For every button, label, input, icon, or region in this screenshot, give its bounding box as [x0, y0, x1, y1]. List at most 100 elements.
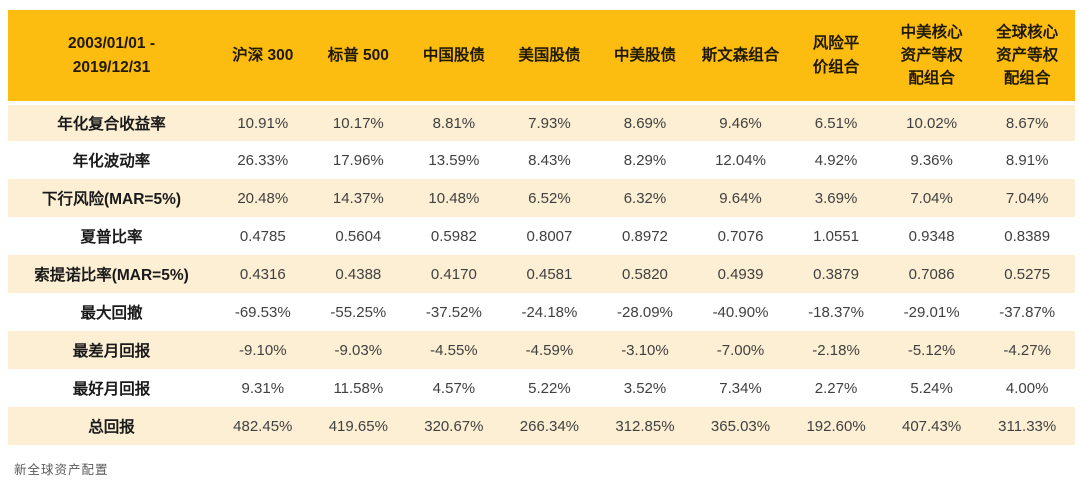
value-cell: 0.4170 [430, 265, 477, 283]
column-header: 沪深 300 [215, 10, 311, 105]
value-cell: -3.10% [621, 341, 669, 359]
value-cell: -18.37% [808, 303, 864, 321]
value-cell: -55.25% [330, 303, 387, 321]
value-cell: 10.48% [428, 189, 480, 207]
column-header: 中美核心 资产等权 配组合 [883, 10, 980, 105]
value-cell: 4.57% [432, 379, 476, 397]
value-cell: 5.24% [910, 379, 953, 397]
value-cell: 7.34% [719, 379, 762, 397]
value-cell: 0.4939 [717, 265, 764, 283]
value-cell: 26.33% [237, 151, 289, 169]
performance-table: 2003/01/01 - 2019/12/31 沪深 300 标普 500 中国股债… [8, 10, 1075, 445]
value-cell: 10.17% [332, 114, 384, 132]
row-label: 年化复合收益率 [57, 116, 166, 133]
value-cell: 320.67% [424, 417, 484, 435]
value-cell: 14.37% [332, 189, 384, 207]
table-body: 年化复合收益率 10.91% 10.17% 8.81% 7.93% 8.69% 9.46% 6… [8, 103, 1075, 445]
value-cell: 7.93% [528, 114, 571, 132]
value-cell: 0.8007 [526, 227, 573, 245]
value-cell: 419.65% [328, 417, 388, 435]
value-cell: 8.43% [528, 151, 571, 169]
value-cell: 8.81% [432, 114, 476, 132]
value-cell: -40.90% [712, 303, 769, 321]
table-row: 最大回撤 -69.53% -55.25% -37.52% -24.18% -28.09% -… [8, 293, 1075, 331]
value-cell: 12.04% [715, 151, 766, 169]
value-cell: 482.45% [233, 417, 293, 435]
value-cell: 13.59% [428, 151, 480, 169]
value-cell: -5.12% [907, 341, 956, 359]
value-cell: -4.59% [525, 341, 574, 359]
row-label: 最大回撤 [80, 305, 143, 322]
value-cell: -9.03% [334, 341, 383, 359]
value-cell: 0.4316 [239, 265, 286, 283]
value-cell: 0.4581 [526, 265, 573, 283]
value-cell: 0.5982 [430, 227, 477, 245]
table-row: 索提诺比率(MAR=5%) 0.4316 0.4388 0.4170 0.4581 0.5… [8, 255, 1075, 293]
value-cell: 9.64% [719, 189, 762, 207]
value-cell: 6.32% [623, 189, 667, 207]
row-label: 年化波动率 [72, 153, 151, 170]
value-cell: -37.52% [425, 303, 482, 321]
value-cell: 8.91% [1005, 151, 1049, 169]
value-cell: 6.52% [528, 189, 571, 207]
column-header: 斯文森组合 [692, 10, 789, 105]
value-cell: -2.18% [812, 341, 860, 359]
table-row: 年化波动率 26.33% 17.96% 13.59% 8.43% 8.29% 12.04% 4… [8, 141, 1075, 179]
value-cell: 11.58% [333, 379, 384, 397]
header-row: 2003/01/01 - 2019/12/31 沪深 300 标普 500 中国股债… [8, 10, 1075, 105]
value-cell: 0.5604 [335, 227, 382, 245]
value-cell: 192.60% [806, 417, 866, 435]
value-cell: 407.43% [901, 417, 962, 435]
value-cell: 266.34% [519, 417, 580, 435]
column-header: 美国股债 [501, 10, 598, 105]
value-cell: -9.10% [239, 341, 287, 359]
value-cell: 0.7076 [717, 227, 764, 245]
value-cell: 5.22% [528, 379, 571, 397]
value-cell: -69.53% [234, 303, 291, 321]
column-header: 风险平 价组合 [788, 10, 884, 105]
table-row: 年化复合收益率 10.91% 10.17% 8.81% 7.93% 8.69% 9.46% 6… [8, 103, 1075, 141]
value-cell: 312.85% [615, 417, 675, 435]
table-row: 下行风险(MAR=5%) 20.48% 14.37% 10.48% 6.52% 6.32%… [8, 179, 1075, 217]
column-header: 中美股债 [597, 10, 693, 105]
value-cell: -28.09% [617, 303, 673, 321]
value-cell: 0.8389 [1004, 227, 1051, 245]
table-header: 2003/01/01 - 2019/12/31 沪深 300 标普 500 中国股债… [8, 10, 1075, 105]
row-label: 最差月回报 [72, 343, 151, 360]
value-cell: -4.55% [430, 341, 478, 359]
value-cell: 0.3879 [813, 265, 859, 283]
row-label: 总回报 [88, 419, 135, 436]
value-cell: 8.67% [1005, 114, 1049, 132]
column-header: 中国股债 [406, 10, 502, 105]
value-cell: 8.69% [623, 114, 667, 132]
value-cell: -37.87% [999, 303, 1056, 321]
value-cell: 3.52% [623, 379, 667, 397]
value-cell: -24.18% [521, 303, 578, 321]
table-row: 最差月回报 -9.10% -9.03% -4.55% -4.59% -3.10% -7.00… [8, 331, 1075, 369]
row-label: 索提诺比率(MAR=5%) [34, 267, 189, 284]
value-cell: 8.29% [623, 151, 667, 169]
value-cell: -4.27% [1003, 341, 1051, 359]
value-cell: -29.01% [903, 303, 960, 321]
value-cell: 4.00% [1005, 379, 1049, 397]
table-row: 夏普比率 0.4785 0.5604 0.5982 0.8007 0.8972 0.7076… [8, 217, 1075, 255]
value-cell: 9.31% [241, 379, 285, 397]
value-cell: 7.04% [910, 189, 953, 207]
period-header: 2003/01/01 - 2019/12/31 [8, 10, 215, 105]
value-cell: 0.5820 [622, 265, 668, 283]
value-cell: 17.96% [332, 151, 384, 169]
value-cell: 20.48% [237, 189, 289, 207]
value-cell: 365.03% [710, 417, 771, 435]
column-header: 标普 500 [310, 10, 407, 105]
value-cell: 0.5275 [1004, 265, 1051, 283]
value-cell: 9.46% [719, 114, 762, 132]
row-label: 夏普比率 [80, 229, 143, 246]
watermark-text: 新全球资产配置 [14, 463, 109, 477]
value-cell: 0.8972 [622, 227, 668, 245]
value-cell: 6.51% [814, 114, 858, 132]
value-cell: 0.4388 [335, 265, 382, 283]
value-cell: 10.91% [237, 114, 289, 132]
value-cell: 7.04% [1005, 189, 1049, 207]
value-cell: 3.69% [814, 189, 858, 207]
